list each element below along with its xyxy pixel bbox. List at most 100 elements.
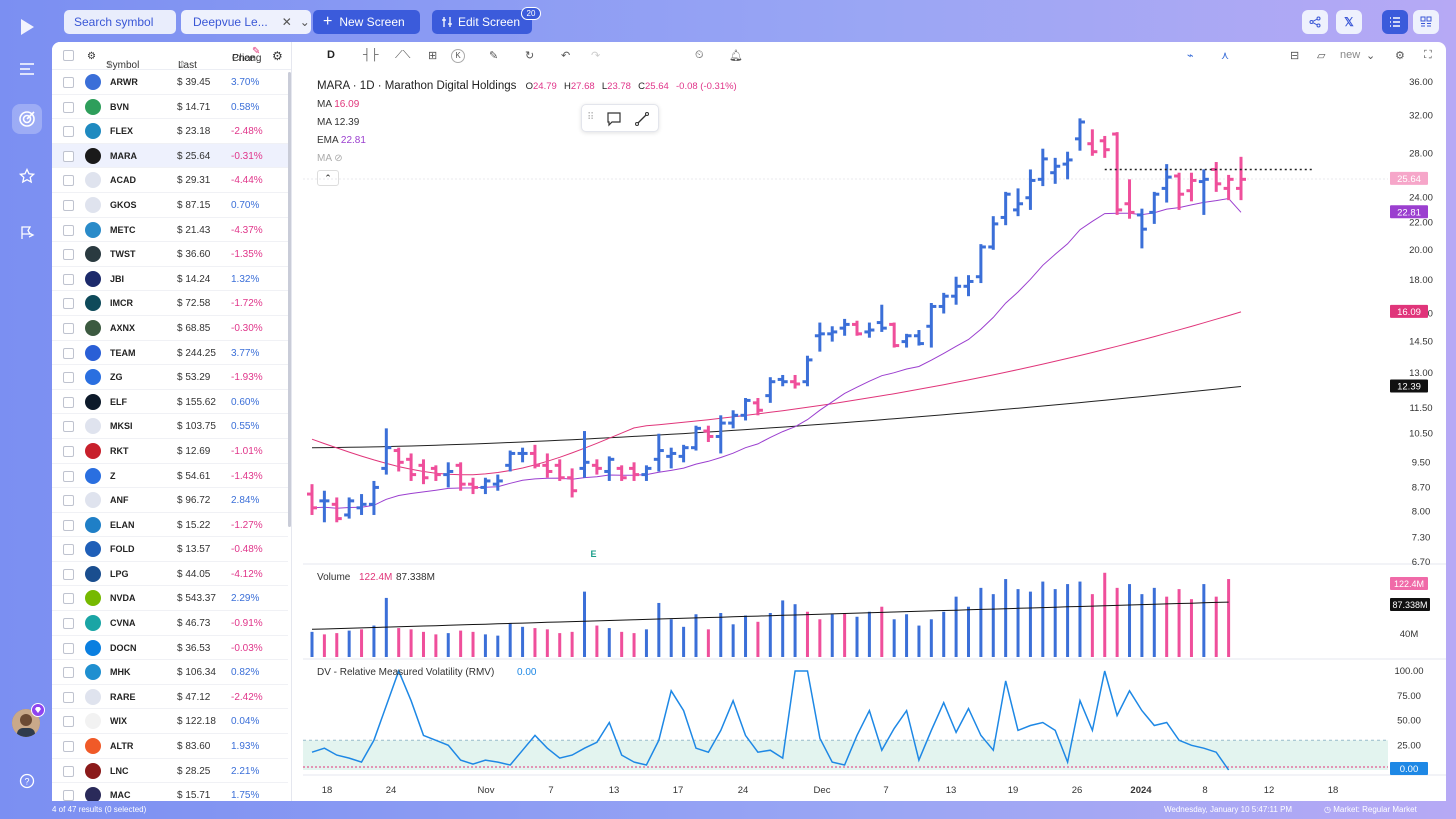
watchlist-row[interactable]: RARE $ 47.12 -2.42% [52, 685, 288, 710]
row-checkbox[interactable] [63, 593, 74, 604]
watchlist-row[interactable]: ANF $ 96.72 2.84% [52, 488, 288, 513]
row-checkbox[interactable] [63, 175, 74, 186]
play-logo-icon[interactable] [12, 12, 42, 42]
chevron-down-icon[interactable]: ⌄ [300, 15, 310, 29]
watchlist-row[interactable]: AXNX $ 68.85 -0.30% [52, 316, 288, 341]
close-icon[interactable]: ✕ [282, 15, 292, 29]
help-icon[interactable]: ? [12, 766, 42, 796]
row-checkbox[interactable] [63, 471, 74, 482]
row-checkbox[interactable] [63, 348, 74, 359]
row-last-price: $ 12.69 [177, 446, 210, 457]
row-checkbox[interactable] [63, 151, 74, 162]
watchlist-row[interactable]: BVN $ 14.71 0.58% [52, 95, 288, 120]
edit-screen-label: Edit Screen [458, 15, 520, 29]
ohlc-bar [1174, 173, 1184, 210]
row-checkbox[interactable] [63, 618, 74, 629]
row-checkbox[interactable] [63, 298, 74, 309]
row-checkbox[interactable] [63, 274, 74, 285]
watchlist-row[interactable]: CVNA $ 46.73 -0.91% [52, 611, 288, 636]
watchlist-row[interactable]: METC $ 21.43 -4.37% [52, 218, 288, 243]
ohlc-bar [1100, 136, 1110, 158]
screen-tab[interactable]: Deepvue Le... ✕ ⌄ [181, 10, 311, 34]
ohlc-bar [902, 334, 912, 348]
watchlist-row[interactable]: Z $ 54.61 -1.43% [52, 464, 288, 489]
watchlist-row[interactable]: NVDA $ 543.37 2.29% [52, 586, 288, 611]
screen-tab-label: Deepvue Le... [193, 15, 268, 29]
row-checkbox[interactable] [63, 249, 74, 260]
watchlist-row[interactable]: ZG $ 53.29 -1.93% [52, 365, 288, 390]
ticker-logo-icon [85, 664, 101, 680]
row-checkbox[interactable] [63, 569, 74, 580]
volume-bar [769, 613, 772, 657]
watchlist-row[interactable]: LPG $ 44.05 -4.12% [52, 562, 288, 587]
row-checkbox[interactable] [63, 372, 74, 383]
flag-icon[interactable] [12, 218, 42, 248]
watchlist-row[interactable]: MARA $ 25.64 -0.31% [52, 144, 288, 169]
scrollbar[interactable] [288, 72, 291, 527]
volume-bar [1116, 588, 1119, 657]
row-checkbox[interactable] [63, 397, 74, 408]
watchlist-row[interactable]: MKSI $ 103.75 0.55% [52, 414, 288, 439]
watchlist-row[interactable]: LNC $ 28.25 2.21% [52, 759, 288, 784]
edit-screen-button[interactable]: Edit Screen [432, 10, 532, 34]
watchlist-row[interactable]: ELF $ 155.62 0.60% [52, 390, 288, 415]
watchlist-row[interactable]: MAC $ 15.71 1.75% [52, 783, 288, 801]
watchlist-row[interactable]: ALTR $ 83.60 1.93% [52, 734, 288, 759]
row-checkbox[interactable] [63, 421, 74, 432]
new-screen-button[interactable]: + New Screen [313, 10, 420, 34]
watchlist-row[interactable]: ACAD $ 29.31 -4.44% [52, 168, 288, 193]
row-change: -0.31% [231, 151, 263, 162]
watchlist-row[interactable]: JBI $ 14.24 1.32% [52, 267, 288, 292]
row-checkbox[interactable] [63, 766, 74, 777]
row-checkbox[interactable] [63, 323, 74, 334]
row-checkbox[interactable] [63, 200, 74, 211]
watchlist-row[interactable]: DOCN $ 36.53 -0.03% [52, 636, 288, 661]
star-icon[interactable] [12, 161, 42, 191]
row-checkbox[interactable] [63, 102, 74, 113]
row-checkbox[interactable] [63, 667, 74, 678]
watchlist-row[interactable]: RKT $ 12.69 -1.01% [52, 439, 288, 464]
row-checkbox[interactable] [63, 716, 74, 727]
row-checkbox[interactable] [63, 77, 74, 88]
settings-small-icon[interactable]: ⚙ [87, 51, 96, 62]
watchlist-row[interactable]: ELAN $ 15.22 -1.27% [52, 513, 288, 538]
watchlist-row[interactable]: ARWR $ 39.45 3.70% [52, 70, 288, 95]
watchlist-row[interactable]: TWST $ 36.60 -1.35% [52, 242, 288, 267]
market-status: ◷ Market: Regular Market [1324, 805, 1417, 814]
watchlist-row[interactable]: WIX $ 122.18 0.04% [52, 709, 288, 734]
edit-pencil-icon[interactable]: ✎ [252, 46, 260, 57]
row-checkbox[interactable] [63, 544, 74, 555]
select-all-checkbox[interactable] [63, 50, 74, 61]
watchlist-row[interactable]: MHK $ 106.34 0.82% [52, 660, 288, 685]
search-symbol-button[interactable]: Search symbol [64, 10, 176, 34]
watchlist-row[interactable]: TEAM $ 244.25 3.77% [52, 341, 288, 366]
row-checkbox[interactable] [63, 790, 74, 801]
row-checkbox[interactable] [63, 643, 74, 654]
row-checkbox[interactable] [63, 446, 74, 457]
price-chart-svg[interactable]: 36.0032.0028.0024.0022.0020.0018.0016.00… [303, 42, 1446, 801]
row-checkbox[interactable] [63, 495, 74, 506]
volume-bar [1017, 589, 1020, 657]
list-view-icon[interactable] [1382, 10, 1408, 34]
date-tick-label: 17 [673, 785, 684, 796]
ticker-logo-icon [85, 197, 101, 213]
grid-view-icon[interactable] [1413, 10, 1439, 34]
x-social-icon[interactable]: 𝕏 [1336, 10, 1362, 34]
share-icon[interactable] [1302, 10, 1328, 34]
watchlist-row[interactable]: GKOS $ 87.15 0.70% [52, 193, 288, 218]
row-checkbox[interactable] [63, 225, 74, 236]
price-tick-label: 22.00 [1409, 218, 1433, 229]
watchlist-row[interactable]: FLEX $ 23.18 -2.48% [52, 119, 288, 144]
row-checkbox[interactable] [63, 741, 74, 752]
ohlc-bar [815, 323, 825, 352]
row-checkbox[interactable] [63, 126, 74, 137]
screener-target-icon[interactable] [12, 104, 42, 134]
ticker-logo-icon [85, 541, 101, 557]
watchlist-row[interactable]: IMCR $ 72.58 -1.72% [52, 291, 288, 316]
watchlist-header: ⚙ Symbol ⇕ Last ⇕ Price Chang ✎ ⚙ [52, 42, 292, 70]
watchlist-row[interactable]: FOLD $ 13.57 -0.48% [52, 537, 288, 562]
gear-icon[interactable]: ⚙ [272, 49, 283, 63]
row-checkbox[interactable] [63, 692, 74, 703]
row-checkbox[interactable] [63, 520, 74, 531]
menu-icon[interactable] [12, 54, 42, 84]
